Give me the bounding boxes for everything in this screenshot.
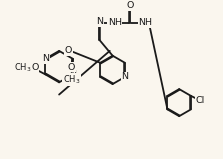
Text: CH$_3$: CH$_3$: [14, 62, 31, 74]
Text: O: O: [31, 63, 39, 72]
Text: O: O: [68, 62, 75, 72]
Text: N: N: [69, 70, 76, 79]
Text: O: O: [126, 1, 134, 10]
Text: Cl: Cl: [196, 96, 205, 105]
Text: N: N: [96, 17, 103, 26]
Text: N: N: [42, 54, 49, 63]
Text: NH: NH: [108, 18, 122, 27]
Text: O: O: [65, 46, 72, 55]
Text: N: N: [121, 73, 128, 81]
Text: NH: NH: [138, 18, 152, 27]
Text: CH$_3$: CH$_3$: [63, 73, 80, 86]
